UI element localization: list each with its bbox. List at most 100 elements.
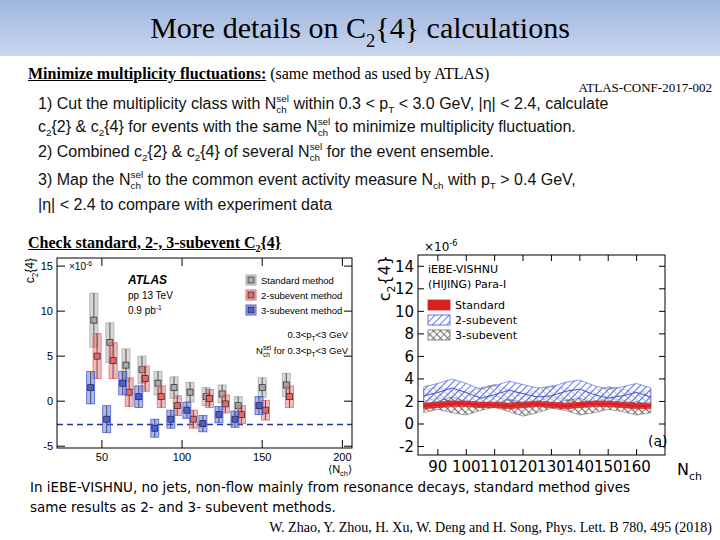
tick-label: 2: [404, 393, 414, 411]
text-run: {4}: [375, 255, 394, 286]
central-line: [424, 388, 651, 398]
tick: [551, 449, 552, 455]
superscript: [433, 170, 443, 180]
subscript: T: [388, 105, 394, 115]
tick: [551, 255, 552, 261]
tick: [344, 446, 352, 447]
subscript: 2: [385, 286, 398, 293]
tick: [608, 449, 609, 455]
error-box: [157, 386, 165, 408]
text-run: N: [677, 460, 689, 479]
marker: [158, 394, 164, 400]
tick: [659, 424, 665, 425]
text-run: 0.9 pb: [128, 305, 156, 316]
tick-label: 200: [333, 451, 351, 463]
legend-swatch: [246, 290, 256, 300]
axis-multiplier: ×10-6: [424, 238, 457, 254]
text-run: {4}: [261, 234, 282, 251]
chart-scatter: -505101550100150200c2{4}⟨Nch⟩×10-6ATLASp…: [23, 256, 354, 478]
tick: [342, 258, 343, 266]
y-axis-label: c2{4}: [375, 255, 398, 301]
tick: [182, 440, 183, 448]
legend-label: 2-subevent method: [261, 290, 342, 301]
marker: [184, 407, 190, 413]
step-line: |η| < 2.4 to compare with experiment dat…: [38, 195, 332, 215]
marker: [187, 389, 193, 395]
error-box: [255, 397, 263, 415]
annotation: Nchsel for 0.3<pT<3 GeV: [256, 344, 349, 358]
marker: [136, 394, 142, 400]
annotation: ATLAS: [127, 273, 167, 287]
marker: [256, 403, 262, 409]
marker: [171, 385, 177, 391]
subscript: ch: [263, 351, 270, 358]
marker: [200, 421, 206, 427]
tick: [262, 440, 263, 448]
script: 2: [142, 142, 148, 163]
script: T: [388, 94, 394, 115]
error-box: [87, 371, 95, 403]
tick-label: 100: [173, 451, 191, 463]
legend-label: Standard method: [261, 275, 334, 286]
tick: [182, 258, 183, 266]
text-run: within 0.3 < p: [289, 95, 388, 112]
tick-label: 140: [566, 458, 595, 476]
text-run: <3 GeV: [316, 345, 349, 356]
y-axis-label: c2{4}: [23, 258, 40, 283]
subscript: ch: [276, 105, 289, 115]
tick-label: 6: [404, 348, 414, 366]
tick: [636, 255, 637, 261]
legend-marker: [248, 307, 254, 313]
error-box: [258, 378, 266, 398]
tick: [659, 288, 665, 289]
script: T: [490, 170, 496, 191]
text-run: More details on C: [150, 11, 366, 44]
step-line: c 2{2} & c 2{4} for events with the same…: [38, 117, 576, 138]
error-box: [205, 389, 213, 407]
error-box: [103, 406, 111, 433]
tick: [262, 258, 263, 266]
error-band: [424, 401, 651, 409]
tick-label: 0: [404, 415, 414, 433]
section-heading: Minimize multiplicity fluctuations: (sam…: [28, 64, 489, 84]
error-box: [109, 343, 117, 379]
tick: [344, 266, 352, 267]
subscript: ch: [310, 153, 323, 163]
marker: [94, 353, 100, 359]
tick: [57, 356, 65, 357]
superscript: -6: [449, 238, 457, 248]
text-run: {2} & c: [148, 143, 195, 160]
tick: [494, 449, 495, 455]
superscript: [366, 12, 375, 32]
subscript: 2: [366, 31, 375, 51]
text-run: iEBE-VISHNU: [428, 263, 498, 276]
heading-text: Minimize multiplicity fluctuations:: [28, 65, 266, 82]
marker: [120, 380, 126, 386]
subscript: 2: [99, 128, 105, 138]
text-run: 2) Combined c: [38, 143, 142, 160]
plot-background: [55, 256, 354, 450]
legend-swatch: [246, 275, 256, 285]
error-box: [285, 386, 293, 408]
superscript: -1: [156, 304, 162, 311]
marker: [232, 416, 238, 422]
tick-label: 150: [594, 458, 623, 476]
tick: [466, 449, 467, 455]
text-run: 3) Map the N: [38, 171, 130, 188]
text-run: pp 13 TeV: [128, 290, 173, 301]
marker: [104, 416, 110, 422]
text-run: ATLAS: [127, 273, 167, 287]
script: selch: [318, 117, 331, 138]
annotation: iEBE-VISHNU: [428, 263, 498, 276]
tick-label: 120: [509, 458, 538, 476]
subscript: 2: [142, 153, 148, 163]
superscript: [99, 117, 105, 127]
plot-frame: [418, 255, 665, 455]
tick: [579, 449, 580, 455]
marker: [206, 395, 212, 401]
step-line: 2) Combined c 2{2} & c 2{4} of several N…: [38, 142, 494, 163]
marker: [123, 362, 129, 368]
tick: [579, 255, 580, 261]
marker: [259, 385, 265, 391]
legend-label: 2-subevent: [455, 314, 518, 327]
